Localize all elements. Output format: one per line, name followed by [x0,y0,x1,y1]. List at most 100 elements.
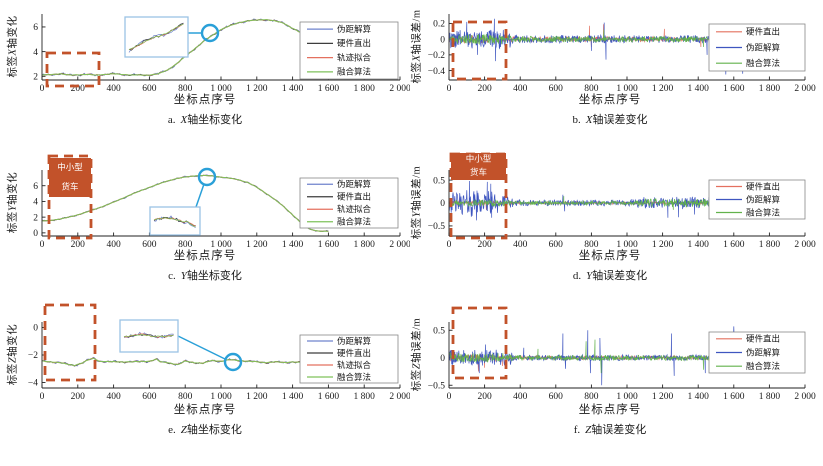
series-line [42,357,311,367]
caption-d: d. Y轴误差变化 [403,268,817,284]
caption-axis-letter: X [585,114,593,126]
tick-label: 200 [71,240,86,248]
inset-connector-line [177,335,226,360]
caption-rest: 轴坐标变化 [186,270,242,282]
inset-box [124,16,189,58]
tick-label: 1 800 [354,240,376,248]
tick-label: 0.5 [433,326,445,336]
tick-label: 1 000 [210,84,232,92]
tick-label: 1 800 [759,84,781,92]
highlight-dashed-rect [43,303,97,382]
subplot-f: 标签Z轴误差/m 0 200 400 600 800 1 000 1 200 1 400 1 6… [403,302,817,438]
chart-a-canvas: 0 200 400 600 800 1 000 1 200 1 400 1 600 1 800 2 … [33,14,410,92]
caption-b: b. X轴误差变化 [403,112,817,128]
axes [448,322,806,389]
tick-label: −0.5 [428,222,445,232]
tick-label: 1 600 [318,240,340,248]
x-axis-title-f: 坐标点序号 [578,404,642,416]
legend-entry-label: 融合算法 [337,217,371,227]
tick-label: 2 000 [389,240,410,248]
tick-label: −2 [28,351,38,361]
highlight-circle [223,352,243,372]
tick-label: 1 000 [210,392,232,402]
highlight-dashed-rect [451,20,508,81]
tick-label: 0 [40,84,45,92]
highlight-dashed-rect [449,152,508,240]
tick-label: 0 [447,392,452,402]
series-line [42,19,311,76]
tick-label: 600 [142,392,157,402]
chart-f-canvas: 0 200 400 600 800 1 000 1 200 1 400 1 600 1 800 2 … [428,306,816,402]
inset-series-line [153,217,196,228]
tick-label: 2 000 [794,392,816,402]
legend-entry-label: 融合算法 [337,67,371,77]
truck-annotation-text: 中小型 [57,162,83,172]
caption-axis-letter: Z [180,424,187,436]
tick-label: 200 [477,84,492,92]
axes [41,14,401,81]
tick-label: 600 [549,84,564,92]
tick-label: 0 [440,199,445,209]
chart-d-canvas: 0 200 400 600 800 1 000 1 200 1 400 1 600 1 800 2 … [428,152,816,248]
tick-label: 2 [33,213,38,223]
inset-connector-line [195,183,205,208]
caption-rest: 轴坐标变化 [186,424,242,436]
legend-entry-label: 融合算法 [746,207,780,217]
subplot-b: 标签X轴误差/m 0 200 400 600 800 1 000 1 200 1 400 1 6… [403,2,817,128]
subplot-a: 标签X轴变化 0 200 400 600 800 1 000 1 200 1 400 1 600… [0,2,410,128]
tick-label: 0.5 [433,176,445,186]
inset-box [149,206,201,236]
tick-label: 1 600 [318,392,340,402]
tick-label: 1 600 [318,84,340,92]
tick-label: 1 000 [616,240,638,248]
series-group [42,18,311,77]
series-line [449,339,717,374]
x-axis-title-b: 坐标点序号 [578,94,642,106]
legend-entry-label: 伪距解算 [746,42,781,52]
legend-entry-label: 融合算法 [746,58,780,68]
tick-label: 800 [584,392,599,402]
tick-label: 1 400 [688,84,710,92]
series-group [42,356,311,367]
legend-entry-label: 伪距解算 [746,194,781,204]
tick-label: 400 [106,84,121,92]
caption-rest: 轴误差变化 [592,270,648,282]
tick-label: 1 800 [759,240,781,248]
tick-label: 1 200 [246,392,268,402]
caption-rest: 轴误差变化 [591,424,647,436]
tick-label: 2 000 [389,392,410,402]
x-axis-title-a: 坐标点序号 [173,94,237,106]
legend-entry-label: 伪距解算 [337,336,372,346]
subplot-d: 标签Y轴误差/m 0 200 400 600 800 1 000 1 200 1 400 1 6… [403,152,817,284]
tick-label: 800 [178,240,193,248]
truck-annotation-text: 货车 [61,182,78,192]
subplot-e: 标签Z轴变化 0 200 400 600 800 1 000 1 200 1 400 1 600… [0,302,410,438]
tick-label: −0.5 [428,381,445,391]
tick-label: 4 [33,198,38,208]
subplot-c: 标签Y轴变化 0 200 400 600 800 1 000 1 200 1 400 1 600… [0,152,410,284]
inset-series-line [128,23,184,50]
tick-label: 600 [142,84,157,92]
caption-index: c. [168,270,176,282]
tick-label: 400 [513,392,528,402]
tick-label: 2 000 [794,84,816,92]
tick-label: 0 [447,240,452,248]
tick-label: 0 [440,35,445,45]
legend-entry-label: 融合算法 [746,361,780,371]
tick-label: 1 800 [759,392,781,402]
tick-label: 1 600 [723,392,745,402]
caption-index: f. [573,424,581,436]
tick-label: 800 [584,84,599,92]
zoom-inset [119,319,243,372]
tick-label: 600 [549,240,564,248]
tick-label: 0 [40,240,45,248]
highlight-circle [200,23,220,43]
tick-label: 400 [513,84,528,92]
axes [448,170,806,237]
tick-label: 200 [71,392,86,402]
tick-label: 1 000 [210,240,232,248]
